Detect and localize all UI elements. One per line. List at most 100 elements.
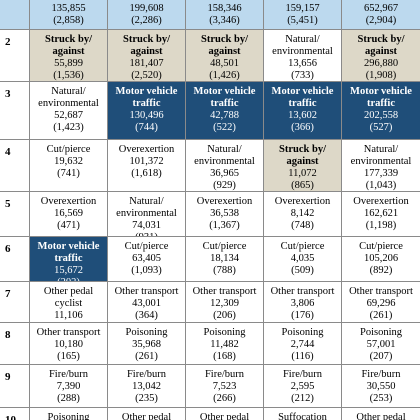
standard-error: (2,904) bbox=[365, 15, 397, 26]
cause-label: Natural/ environmental bbox=[194, 144, 255, 167]
table-cell: Poisoning 57,001 (207) bbox=[342, 323, 420, 364]
standard-error: (1,043) bbox=[365, 180, 397, 191]
standard-error: (5,451) bbox=[287, 15, 318, 26]
cause-label: Other transport bbox=[114, 286, 179, 297]
cause-label: Struck by/ against bbox=[201, 34, 248, 57]
estimate-value: 35,968 bbox=[132, 339, 161, 350]
standard-error: (522) bbox=[213, 122, 236, 133]
table-cell: Fire/burn 30,550 (253) bbox=[342, 365, 420, 407]
standard-error: (931) bbox=[108, 232, 185, 236]
table-row: 10 Poisoning Other pedal Other pedal Suffoca… bbox=[0, 408, 420, 420]
cause-label: Fire/burn bbox=[282, 369, 323, 380]
table-cell: Fire/burn 7,523 (266) bbox=[186, 365, 264, 407]
standard-error: (1,536) bbox=[53, 70, 84, 81]
cause-label: Natural/ environmental bbox=[350, 144, 412, 167]
cause-label: Cut/pierce bbox=[359, 241, 403, 252]
table-cell: Struck by/ against 11,072 (865) bbox=[264, 140, 342, 191]
table-cell: Other transport 10,180 (165) bbox=[30, 323, 108, 364]
estimate-value: 30,550 bbox=[366, 381, 396, 392]
cause-label: Other transport bbox=[270, 286, 335, 297]
table-cell: Poisoning bbox=[30, 408, 108, 420]
estimate-value: 101,372 bbox=[129, 156, 164, 167]
cause-label: Fire/burn bbox=[48, 369, 89, 380]
table-cell: Other transport 43,001 (364) bbox=[108, 282, 186, 322]
cause-label: Overexertion bbox=[353, 196, 409, 207]
table-row: 9 Fire/burn 7,390 (288) Fire/burn 13,042 (235)… bbox=[0, 365, 420, 408]
table-cell: Fire/burn 7,390 (288) bbox=[30, 365, 108, 407]
standard-error: (788) bbox=[213, 265, 236, 276]
standard-error: (202) bbox=[30, 277, 107, 281]
cause-label: Motor vehicle traffic bbox=[115, 86, 178, 109]
table-cell: Struck by/ against 55,899 (1,536) bbox=[30, 30, 108, 81]
table-cell: Cut/pierce 105,206 (892) bbox=[342, 237, 420, 281]
cause-label: Cut/pierce bbox=[280, 241, 325, 252]
table-row: 5 Overexertion 16,569 (471) Natural/ environ… bbox=[0, 192, 420, 237]
cause-label: Overexertion bbox=[196, 196, 253, 207]
table-cell: 135,855 (2,858) bbox=[30, 0, 108, 29]
table-cell: Cut/pierce 63,405 (1,093) bbox=[108, 237, 186, 281]
estimate-value: 202,558 bbox=[363, 110, 399, 121]
estimate-value: 199,608 bbox=[129, 3, 164, 14]
table-cell: Motor vehicle traffic 130,496 (744) bbox=[108, 82, 186, 139]
estimate-value: 48,501 bbox=[210, 58, 239, 69]
estimate-value: 130,496 bbox=[129, 110, 164, 121]
cause-label: Fire/burn bbox=[361, 369, 401, 380]
estimate-value: 18,134 bbox=[210, 253, 239, 264]
rank-cell: 4 bbox=[0, 140, 30, 191]
standard-error: (1,367) bbox=[209, 220, 240, 231]
cause-label: Struck by/ against bbox=[123, 34, 170, 57]
standard-error: (733) bbox=[291, 70, 314, 81]
estimate-value: 74,031 bbox=[132, 220, 161, 231]
standard-error: (253) bbox=[369, 393, 393, 404]
estimate-value: 42,788 bbox=[210, 110, 239, 121]
estimate-value: 4,035 bbox=[290, 253, 315, 264]
estimate-value: 11,072 bbox=[288, 168, 317, 179]
table-cell: Motor vehicle traffic 202,558 (527) bbox=[342, 82, 420, 139]
estimate-value: 43,001 bbox=[132, 298, 161, 309]
table-cell: Struck by/ against 48,501 (1,426) bbox=[186, 30, 264, 81]
estimate-value: 63,405 bbox=[132, 253, 161, 264]
estimate-value: 162,621 bbox=[363, 208, 399, 219]
cause-label: Other pedal cyclist bbox=[43, 286, 94, 309]
estimate-value: 13,042 bbox=[132, 381, 161, 392]
rank-cell: 2 bbox=[0, 30, 30, 81]
cause-label: Poisoning bbox=[125, 327, 168, 338]
cause-label: Cut/pierce bbox=[202, 241, 247, 252]
standard-error: (288) bbox=[57, 393, 80, 404]
standard-error: (2,520) bbox=[131, 70, 162, 81]
standard-error: (364) bbox=[135, 310, 158, 321]
cause-label: Motor vehicle traffic bbox=[193, 86, 256, 109]
estimate-value: 7,523 bbox=[212, 381, 237, 392]
standard-error: (471) bbox=[57, 220, 80, 231]
cause-label: Fire/burn bbox=[126, 369, 167, 380]
table-cell: Other transport 69,296 (261) bbox=[342, 282, 420, 322]
estimate-value: 69,296 bbox=[366, 298, 396, 309]
table-cell: Struck by/ against 181,407 (2,520) bbox=[108, 30, 186, 81]
standard-error: (176) bbox=[291, 310, 314, 321]
table-row: 8 Other transport 10,180 (165) Poisoning 35,9… bbox=[0, 323, 420, 365]
cause-label: Poisoning bbox=[47, 412, 90, 420]
cause-label: Other pedal bbox=[356, 412, 406, 420]
cause-label: Natural/ environmental bbox=[38, 86, 99, 109]
standard-error: (3,346) bbox=[209, 15, 240, 26]
estimate-value: 52,687 bbox=[54, 110, 83, 121]
cause-label: Cut/pierce bbox=[46, 144, 91, 155]
table-cell: Poisoning 11,482 (168) bbox=[186, 323, 264, 364]
standard-error: (865) bbox=[291, 180, 314, 191]
standard-error: (748) bbox=[291, 220, 314, 231]
table-cell: Suffocation bbox=[264, 408, 342, 420]
table-cell: Natural/ environmental 177,339 (1,043) bbox=[342, 140, 420, 191]
table-cell: Struck by/ against 296,880 (1,908) bbox=[342, 30, 420, 81]
cause-label: Poisoning bbox=[359, 327, 402, 338]
standard-error: (1,618) bbox=[131, 168, 162, 179]
cause-label: Fire/burn bbox=[204, 369, 245, 380]
standard-error: (2,858) bbox=[53, 15, 84, 26]
table-cell: Cut/pierce 4,035 (509) bbox=[264, 237, 342, 281]
standard-error: (741) bbox=[57, 168, 80, 179]
estimate-value: 7,390 bbox=[56, 381, 81, 392]
standard-error: (509) bbox=[291, 265, 314, 276]
cause-label: Other pedal bbox=[199, 412, 250, 420]
cause-label: Poisoning bbox=[203, 327, 246, 338]
cause-label: Other transport bbox=[349, 286, 413, 297]
table-cell: Poisoning 35,968 (261) bbox=[108, 323, 186, 364]
